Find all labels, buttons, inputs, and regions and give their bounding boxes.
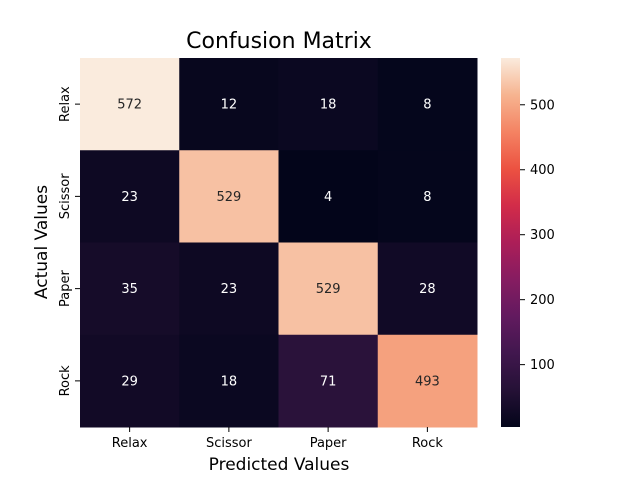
- x-axis-ticks: Relax Scissor Paper Rock: [112, 427, 444, 451]
- x-tick-label: Paper: [310, 436, 347, 451]
- colorbar-tick-label: 400: [530, 163, 555, 178]
- colorbar-tick-label: 100: [530, 358, 555, 373]
- y-tick-label: Paper: [58, 270, 73, 307]
- cell-value-label: 12: [221, 98, 238, 113]
- cell-value-label: 493: [415, 374, 440, 389]
- heatmap-cell: [179, 150, 279, 243]
- heatmap-cell: [80, 242, 180, 336]
- heatmap-cell: [377, 242, 478, 336]
- x-axis-label: Predicted Values: [209, 455, 350, 475]
- heatmap-cell: [377, 58, 478, 151]
- y-tick-label: Scissor: [58, 173, 73, 220]
- colorbar-tick-label: 300: [530, 228, 555, 243]
- cell-value-label: 572: [117, 98, 142, 113]
- x-tick-label: Relax: [112, 436, 148, 451]
- y-tick-label: Rock: [58, 365, 73, 397]
- cell-value-label: 8: [423, 190, 431, 205]
- heatmap-cell: [80, 150, 180, 243]
- heatmap-cell: [278, 150, 379, 243]
- heatmap-cell: [377, 150, 478, 243]
- cell-value-label: 18: [320, 98, 337, 113]
- heatmap-cell: [278, 334, 379, 428]
- heatmap-cell: [179, 58, 279, 151]
- x-tick-label: Scissor: [206, 436, 253, 451]
- cell-value-label: 71: [320, 374, 337, 389]
- heatmap-cell: [80, 334, 180, 428]
- colorbar-tick-label: 500: [530, 98, 555, 113]
- cell-value-label: 18: [221, 374, 238, 389]
- heatmap-cell: [179, 334, 279, 428]
- cell-value-label: 23: [121, 190, 138, 205]
- cell-value-label: 28: [419, 282, 436, 297]
- cell-value-label: 529: [216, 190, 241, 205]
- heatmap-cells: [80, 58, 478, 428]
- y-tick-label: Relax: [58, 86, 73, 122]
- cell-value-label: 29: [121, 374, 138, 389]
- heatmap-cell: [179, 242, 279, 336]
- colorbar-gradient: [501, 58, 520, 427]
- chart-title: Confusion Matrix: [186, 29, 372, 54]
- heatmap-cell: [278, 242, 379, 336]
- cell-value-label: 35: [121, 282, 138, 297]
- colorbar-tick-label: 200: [530, 293, 555, 308]
- heatmap-cell: [278, 58, 379, 151]
- cell-value-label: 4: [324, 190, 332, 205]
- cell-value-label: 23: [221, 282, 238, 297]
- heatmap-cell: [80, 58, 180, 151]
- x-tick-label: Rock: [412, 436, 444, 451]
- colorbar: 100 200 300 400 500: [501, 58, 555, 427]
- heatmap-cell: [377, 334, 478, 428]
- cell-value-label: 8: [423, 98, 431, 113]
- cell-value-label: 529: [316, 282, 341, 297]
- y-axis-label: Actual Values: [32, 185, 52, 299]
- y-axis-ticks: Relax Scissor Paper Rock: [58, 86, 80, 396]
- cell-value-labels: 572 12 18 8 23 529 4 8 35 23 529 28 29 18 71 493: [117, 98, 440, 390]
